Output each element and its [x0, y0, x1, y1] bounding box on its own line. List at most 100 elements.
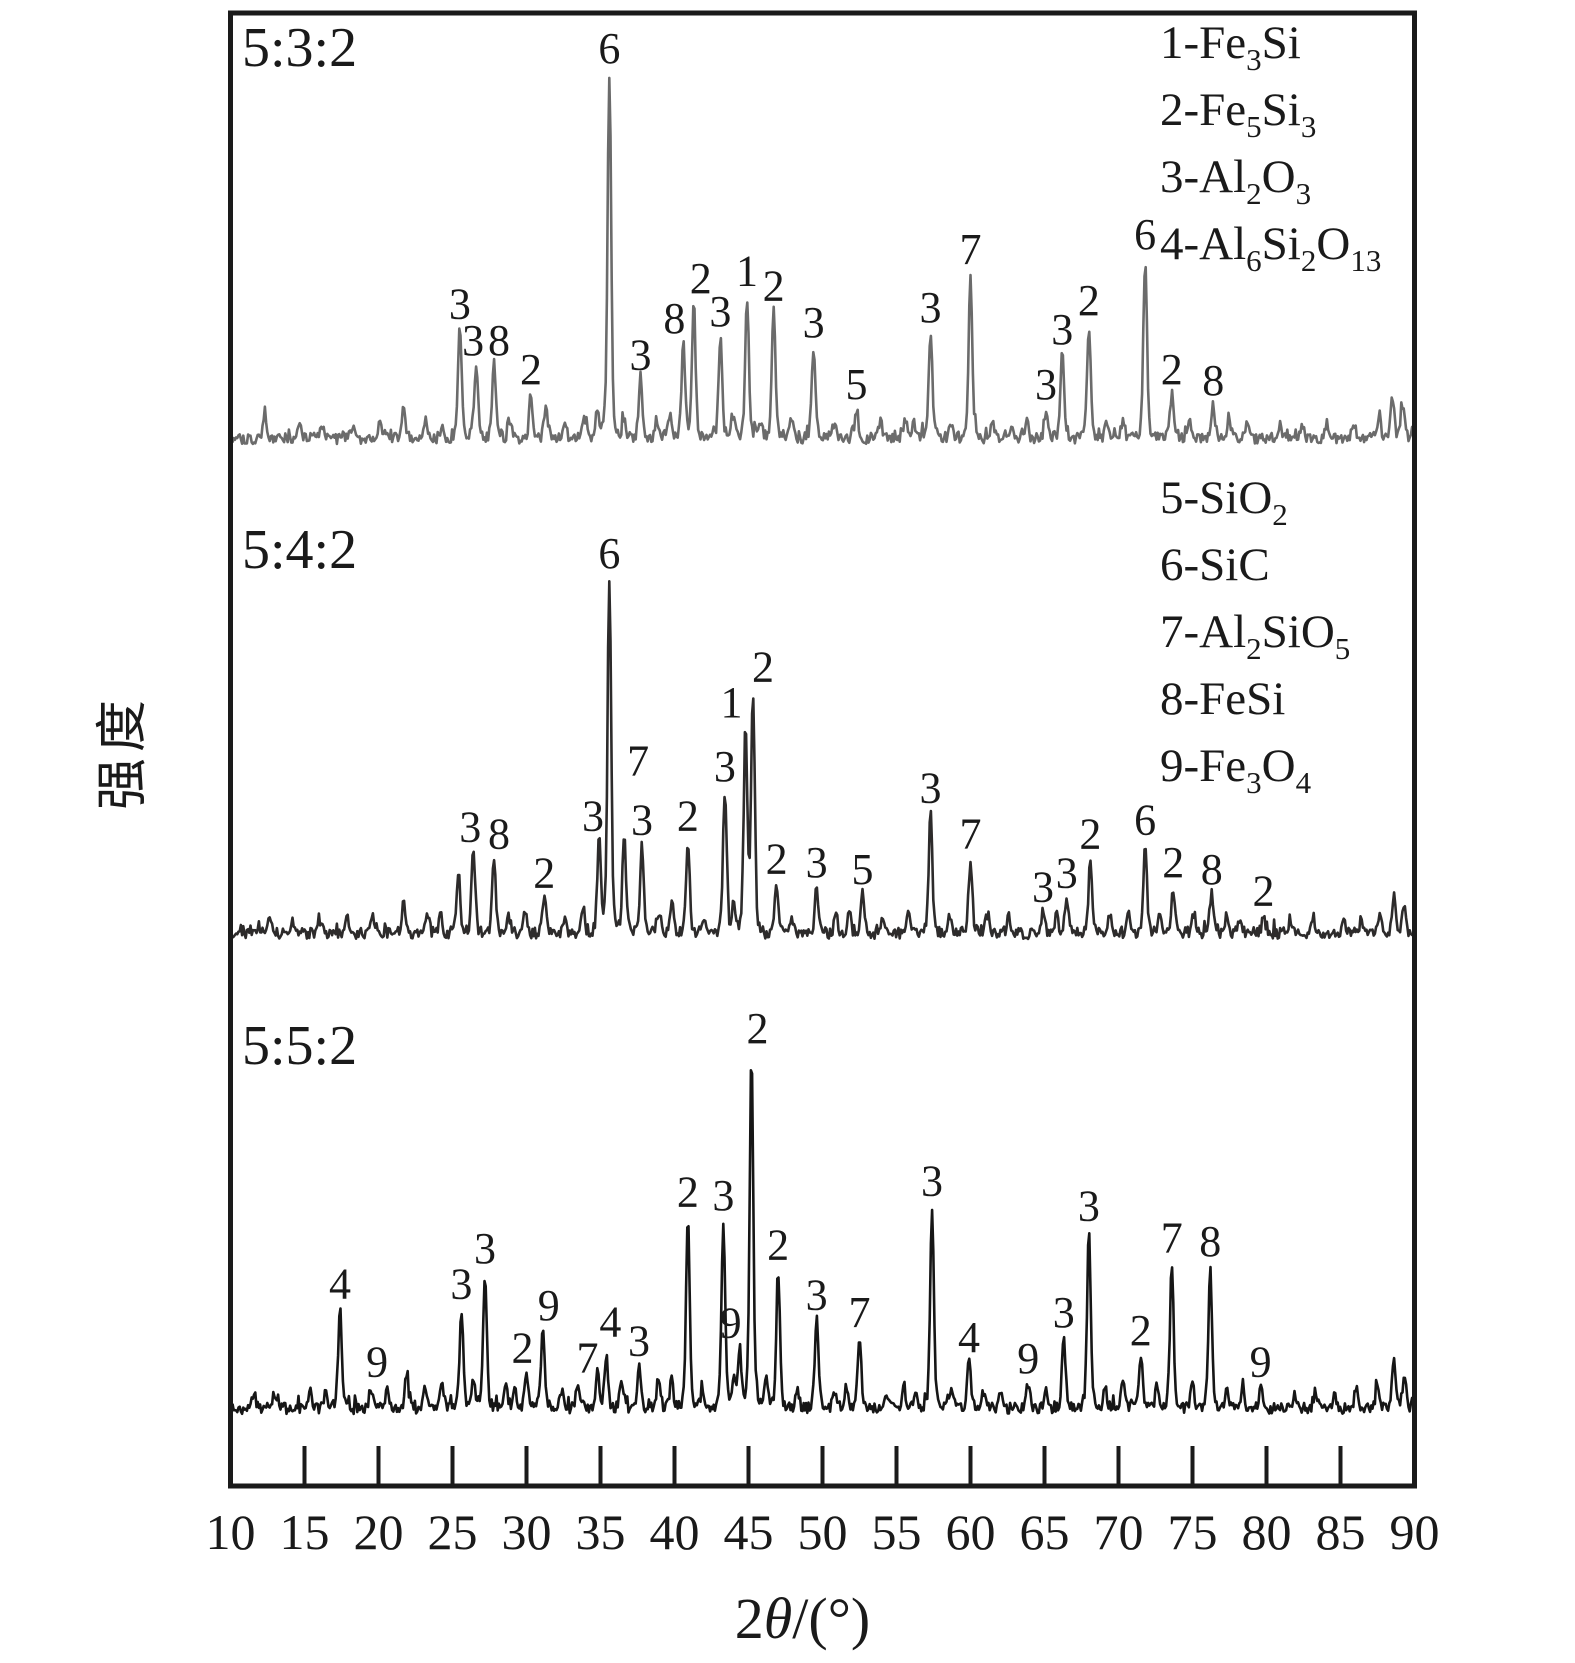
peak-label: 3: [709, 287, 731, 336]
peak-label: 9: [366, 1338, 388, 1387]
x-tick-label: 85: [1316, 1504, 1366, 1560]
peak-label: 2: [1161, 345, 1183, 394]
peak-label: 8: [1202, 356, 1224, 405]
peak-label: 7: [577, 1334, 599, 1383]
peak-label: 8: [488, 316, 510, 365]
peak-label: 2: [1079, 809, 1101, 858]
peak-label: 9: [538, 1281, 560, 1330]
peak-label: 7: [1161, 1213, 1183, 1262]
panel-ratio-label: 5:5:2: [242, 1015, 357, 1077]
panel-ratio-label: 5:3:2: [242, 17, 357, 79]
peak-label: 2: [1130, 1306, 1152, 1355]
plot-border: [228, 10, 1417, 1489]
peak-label: 4: [599, 1297, 621, 1346]
peak-label: 3: [462, 316, 484, 365]
peak-label: 7: [960, 809, 982, 858]
legend-entry: 2-Fe5Si3: [1160, 84, 1316, 144]
peak-label: 2: [766, 834, 788, 883]
peak-label: 3: [449, 280, 471, 329]
peak-label: 8: [1201, 845, 1223, 894]
legend-entry: 3-Al2O3: [1160, 151, 1311, 211]
peak-label: 6: [598, 529, 620, 578]
peak-label: 3: [712, 1171, 734, 1220]
peak-label: 3: [1078, 1182, 1100, 1231]
peak-label: 3: [921, 1157, 943, 1206]
peak-label: 3: [920, 283, 942, 332]
peak-label: 2: [763, 261, 785, 310]
peak-label: 2: [512, 1324, 534, 1373]
x-tick-label: 80: [1242, 1504, 1292, 1560]
peak-label: 3: [806, 1270, 828, 1319]
x-tick-label: 65: [1020, 1504, 1070, 1560]
peak-label: 5: [846, 360, 868, 409]
peak-label: 9: [1250, 1338, 1272, 1387]
peak-label: 6: [598, 24, 620, 73]
peak-label: 2: [752, 643, 774, 692]
x-tick-label: 90: [1390, 1504, 1440, 1560]
peak-label: 1: [736, 247, 758, 296]
x-tick-label: 45: [724, 1504, 774, 1560]
peak-label: 2: [533, 849, 555, 898]
peak-label: 2: [520, 345, 542, 394]
peak-label: 2: [1162, 838, 1184, 887]
peak-label: 7: [849, 1288, 871, 1337]
peak-label: 2: [677, 792, 699, 841]
x-tick-label: 30: [502, 1504, 552, 1560]
peak-label: 3: [1051, 305, 1073, 354]
peak-label: 5: [851, 845, 873, 894]
peak-label: 2: [767, 1221, 789, 1270]
x-axis-title: 2θ/(°): [735, 1586, 870, 1651]
peak-label: 6: [1134, 210, 1156, 259]
peak-label: 7: [627, 737, 649, 786]
x-tick-label: 40: [650, 1504, 700, 1560]
panel-ratio-label: 5:4:2: [242, 519, 357, 581]
x-tick-label: 15: [280, 1504, 330, 1560]
peak-label: 8: [663, 294, 685, 343]
peak-label: 3: [474, 1224, 496, 1273]
x-tick-label: 20: [354, 1504, 404, 1560]
x-tick-label: 70: [1094, 1504, 1144, 1560]
peak-label: 3: [714, 742, 736, 791]
peak-label: 4: [329, 1260, 351, 1309]
legend-entry: 7-Al2SiO5: [1160, 606, 1350, 666]
peak-label: 3: [582, 792, 604, 841]
y-axis-title: 强度: [95, 694, 152, 810]
peak-label: 2: [1078, 276, 1100, 325]
peak-label: 9: [720, 1299, 742, 1348]
peak-label: 3: [628, 1316, 650, 1365]
peak-label: 2: [690, 254, 712, 303]
peak-label: 3: [1056, 849, 1078, 898]
peak-label: 4: [958, 1313, 980, 1362]
peak-label: 3: [629, 331, 651, 380]
peak-label: 3: [1032, 863, 1054, 912]
peak-label: 3: [1053, 1288, 1075, 1337]
legend-entry: 5-SiO2: [1160, 472, 1288, 532]
peak-label: 8: [488, 809, 510, 858]
legend-entry: 4-Al6Si2O13: [1160, 218, 1381, 278]
xrd-trace-5-5-2: [231, 1069, 1415, 1416]
peak-label: 7: [960, 225, 982, 274]
peak-label: 8: [1199, 1217, 1221, 1266]
legend-entry: 9-Fe3O4: [1160, 740, 1312, 800]
peak-label: 3: [450, 1260, 472, 1309]
xrd-trace-5-3-2: [231, 76, 1415, 446]
legend-entry: 8-FeSi: [1160, 673, 1285, 725]
peak-label: 3: [459, 802, 481, 851]
x-tick-label: 50: [798, 1504, 848, 1560]
peak-label: 3: [631, 795, 653, 844]
peak-label: 2: [746, 1004, 768, 1053]
peak-label: 1: [721, 678, 743, 727]
x-tick-label: 75: [1168, 1504, 1218, 1560]
peak-label: 2: [677, 1167, 699, 1216]
peak-label: 3: [806, 838, 828, 887]
x-tick-label: 10: [206, 1504, 256, 1560]
peak-label: 2: [1253, 866, 1275, 915]
peak-label: 9: [1017, 1334, 1039, 1383]
x-tick-label: 25: [428, 1504, 478, 1560]
peak-label: 6: [1134, 795, 1156, 844]
xrd-trace-5-4-2: [231, 580, 1415, 941]
peak-label: 3: [920, 763, 942, 812]
